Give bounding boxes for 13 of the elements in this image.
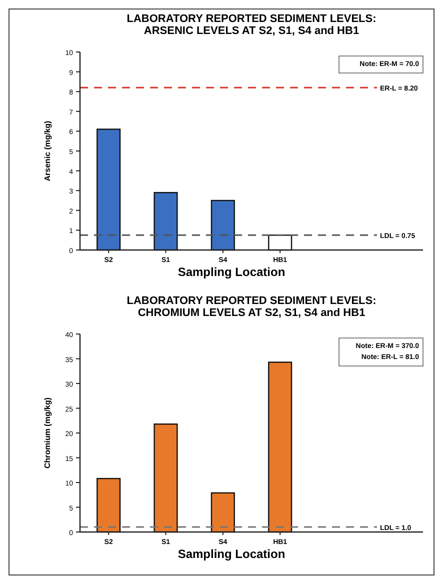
x-axis-title: Sampling Location [178, 547, 286, 561]
bar [96, 128, 121, 251]
bar [268, 362, 292, 533]
bar [210, 200, 235, 251]
chart-title: LABORATORY REPORTED SEDIMENT LEVELS: CHROMIUM LEVELS AT S2, S1, S4 and HB1 [126, 295, 376, 319]
bar [154, 192, 178, 251]
bar [210, 492, 235, 533]
x-axis-title: Sampling Location [178, 265, 286, 279]
bar [96, 478, 121, 533]
chart-title: LABORATORY REPORTED SEDIMENT LEVELS: ARSENIC LEVELS AT S2, S1, S4 and HB1 [126, 13, 376, 37]
y-axis-title: Chromium (mg/kg) [43, 397, 52, 469]
bar [154, 423, 178, 533]
y-axis-title: Arsenic (mg/kg) [43, 120, 52, 182]
